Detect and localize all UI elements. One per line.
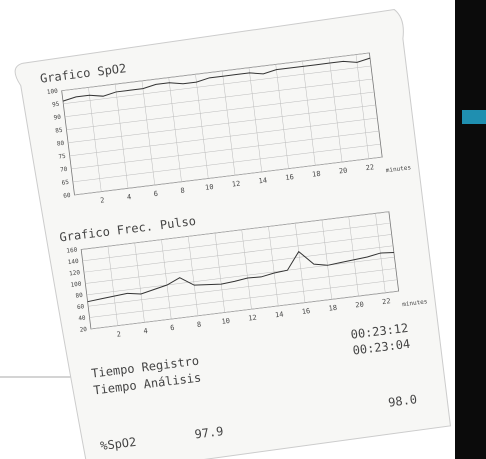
analysis-value: 00:23:04 — [352, 337, 411, 358]
y-tick-label: 100 — [47, 88, 59, 96]
x-tick-label: 12 — [231, 180, 240, 189]
grid-line — [72, 143, 381, 183]
grid-line — [187, 236, 199, 316]
grid-line — [329, 57, 343, 163]
y-tick-label: 80 — [57, 140, 65, 148]
grid-line — [68, 104, 376, 144]
grid-line — [83, 234, 392, 273]
x-tick-label: 6 — [170, 324, 175, 332]
grid-line — [69, 117, 378, 157]
y-tick-label: 120 — [69, 269, 81, 277]
grid-line — [114, 84, 129, 189]
grid-line — [161, 239, 172, 320]
x-axis-label: minutes — [385, 164, 411, 174]
device-highlight — [462, 110, 486, 124]
y-tick-label: 60 — [77, 303, 85, 311]
y-tick-label: 80 — [75, 292, 83, 300]
grid-line — [248, 67, 263, 172]
x-tick-label: 20 — [338, 167, 347, 176]
x-tick-label: 10 — [221, 317, 230, 326]
device-panel — [455, 0, 486, 459]
x-tick-label: 8 — [196, 320, 201, 328]
y-tick-label: 65 — [61, 179, 69, 187]
grid-line — [141, 80, 156, 186]
y-tick-label: 70 — [60, 166, 68, 174]
spo2-label: %SpO2 — [99, 435, 137, 453]
grid-line — [221, 70, 236, 176]
grid-line — [348, 216, 359, 297]
grid-line — [64, 78, 373, 117]
y-tick-label: 140 — [67, 258, 79, 266]
x-tick-label: 14 — [258, 176, 267, 185]
spo2-value-2: 98.0 — [387, 392, 417, 409]
grid-line — [61, 52, 370, 91]
y-tick-label: 20 — [79, 326, 87, 334]
data-line — [62, 57, 371, 102]
grid-line — [63, 65, 372, 104]
x-tick-label: 4 — [143, 327, 148, 335]
grid-line — [82, 222, 391, 262]
grid-line — [89, 279, 398, 318]
grid-line — [86, 256, 395, 296]
x-tick-label: 18 — [328, 304, 337, 313]
grid-line — [195, 74, 209, 179]
x-tick-label: 16 — [301, 307, 310, 316]
grid-line — [321, 219, 332, 300]
y-tick-label: 85 — [55, 127, 63, 135]
x-tick-label: 6 — [153, 190, 158, 198]
x-tick-label: 22 — [382, 297, 391, 306]
grid-line — [81, 211, 389, 250]
record-value: 00:23:12 — [350, 321, 409, 342]
x-tick-label: 4 — [127, 193, 132, 201]
y-tick-label: 90 — [53, 114, 61, 122]
printout: Tiempo Registro Tiempo Análisis 00:23:12… — [14, 9, 451, 459]
x-tick-label: 2 — [100, 196, 105, 204]
x-tick-label: 20 — [355, 300, 364, 309]
grid-line — [168, 77, 182, 182]
data-line — [87, 250, 394, 303]
grid-line — [71, 130, 380, 170]
grid-line — [88, 87, 102, 192]
grid-line — [275, 64, 289, 169]
grid-line — [355, 54, 370, 159]
spo2-value: 97.9 — [194, 424, 224, 441]
x-axis-label: minutes — [402, 298, 428, 308]
y-tick-label: 95 — [52, 101, 60, 109]
grid-line — [214, 233, 225, 313]
y-tick-label: 60 — [63, 192, 71, 200]
grid-line — [107, 246, 118, 326]
x-tick-label: 8 — [180, 186, 185, 194]
grid-line — [66, 91, 375, 131]
x-tick-label: 16 — [285, 173, 294, 182]
x-tick-label: 10 — [205, 183, 214, 192]
grid-line — [302, 61, 316, 166]
x-tick-label: 18 — [312, 170, 321, 179]
x-tick-label: 12 — [248, 314, 257, 323]
x-tick-label: 2 — [116, 330, 121, 338]
y-tick-label: 40 — [78, 315, 86, 323]
grid-line — [74, 156, 383, 196]
grid-line — [241, 229, 252, 310]
y-tick-label: 160 — [66, 246, 78, 254]
y-tick-label: 100 — [70, 280, 82, 288]
grid-line — [85, 245, 394, 284]
grid-line — [88, 268, 396, 307]
x-tick-label: 14 — [275, 310, 284, 319]
grid-line — [268, 226, 279, 306]
x-tick-label: 22 — [365, 163, 374, 172]
grid-line — [134, 242, 145, 323]
grid-line — [90, 290, 399, 330]
grid-line — [294, 223, 306, 303]
y-tick-label: 75 — [58, 153, 66, 161]
